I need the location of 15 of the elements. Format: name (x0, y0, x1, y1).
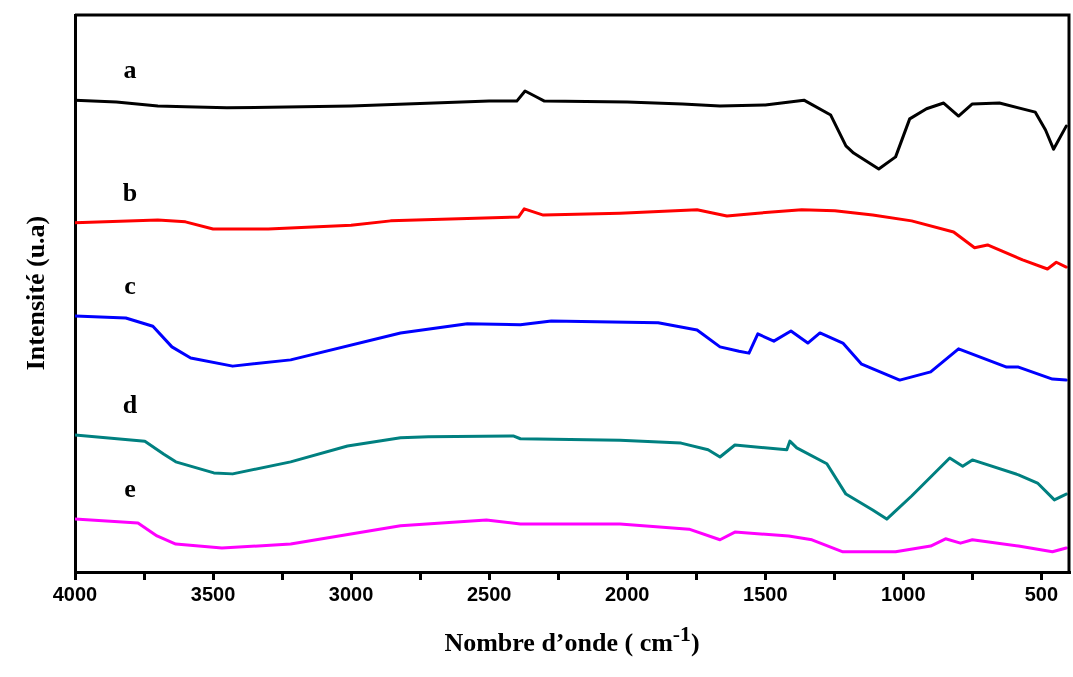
x-tick-label: 500 (1024, 582, 1059, 605)
x-tick-label: 3000 (328, 582, 374, 605)
series-label: d (122, 389, 138, 419)
series-label: a (123, 54, 137, 84)
series-label: b (122, 177, 138, 207)
y-axis-title: Intensité (u.a) (21, 215, 51, 371)
x-tick-label: 4000 (52, 582, 98, 605)
x-axis-title: Nombre d’onde ( cm$^{-1}$) (443, 622, 701, 658)
series-label: e (124, 473, 136, 503)
x-tick-label: 1500 (743, 582, 788, 605)
x-tick-label: 1000 (881, 582, 926, 605)
x-tick-label: 2500 (466, 582, 512, 605)
x-tick-label: 2000 (604, 582, 650, 605)
x-tick-label: 3500 (190, 582, 236, 605)
series-label: c (124, 270, 136, 300)
